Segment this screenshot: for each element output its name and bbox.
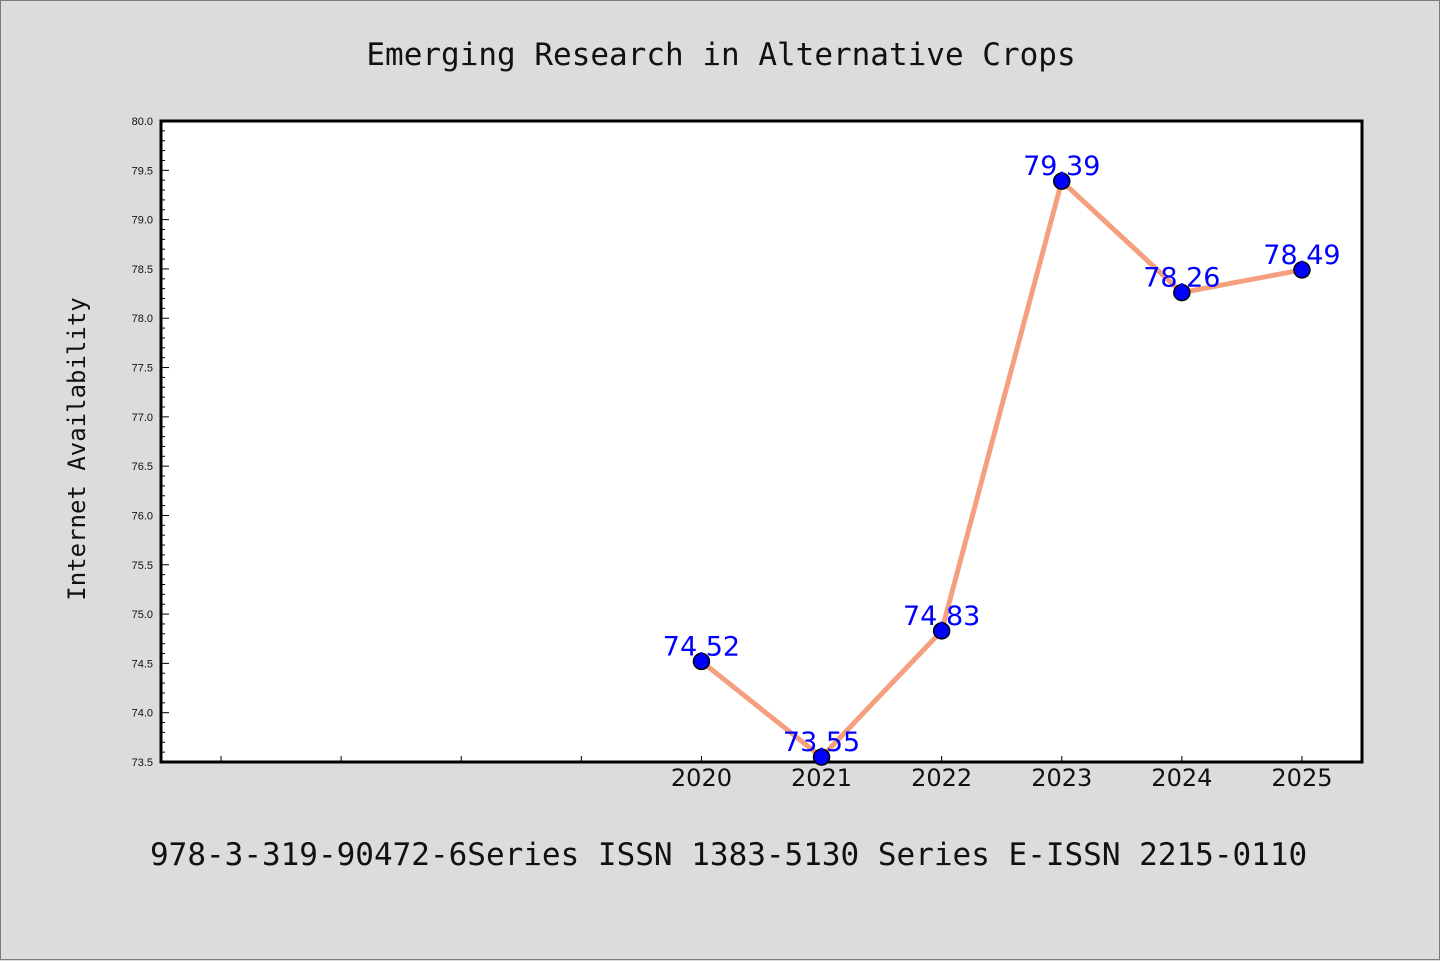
x-tick-label: 2022	[911, 764, 972, 792]
footer-text: 978-3-319-90472-6Series ISSN 1383-5130 S…	[150, 837, 1307, 873]
chart-title: Emerging Research in Alternative Crops	[366, 37, 1075, 73]
y-tick-label: 79.5	[132, 165, 153, 177]
y-tick-label: 78.5	[132, 264, 153, 276]
x-tick-label: 2025	[1271, 764, 1332, 792]
y-tick-label: 75.5	[132, 560, 153, 572]
y-tick-label: 74.5	[132, 658, 153, 670]
y-axis-label: Internet Availability	[63, 297, 91, 600]
x-axis: 2020 2021 2022 2023 2024 2025	[220, 756, 1332, 792]
y-tick-label: 73.5	[132, 757, 153, 769]
y-tick-label: 77.0	[132, 412, 153, 424]
data-point	[812, 748, 831, 766]
data-point	[692, 652, 711, 671]
y-tick-label: 75.0	[132, 609, 153, 621]
data-label: 78.49	[1263, 240, 1340, 271]
x-tick-label: 2024	[1151, 764, 1212, 792]
y-tick-label: 80.0	[132, 116, 153, 128]
y-tick-label: 79.0	[132, 215, 153, 227]
plot-area	[159, 119, 1364, 764]
data-point	[1173, 283, 1191, 302]
data-label: 73.55	[783, 727, 860, 758]
x-tick-label: 2020	[671, 764, 732, 792]
y-axis: 73.5 74.0 74.5 75.0 75.5 76.0 76.5 77.0 77.5 78.0…	[132, 116, 169, 769]
data-label: 79.39	[1023, 151, 1100, 182]
series-line	[698, 178, 1305, 760]
data-label: 78.26	[1143, 263, 1220, 294]
y-tick-label: 78.0	[132, 313, 153, 325]
x-tick-label: 2021	[791, 764, 852, 792]
data-label: 74.52	[663, 631, 740, 662]
y-tick-label: 76.5	[132, 461, 153, 473]
y-tick-label: 74.0	[132, 708, 153, 720]
series-layer	[692, 172, 1311, 766]
data-point	[1053, 172, 1071, 190]
y-tick-label: 76.0	[132, 510, 153, 522]
y-tick-label: 77.5	[132, 363, 153, 375]
data-label: 74.83	[903, 601, 980, 632]
data-point	[1293, 261, 1311, 279]
data-labels-layer: 74.52 73.55 74.83 79.39 78.26 78.49	[663, 151, 1341, 758]
data-point	[932, 622, 951, 640]
x-tick-label: 2023	[1031, 764, 1092, 792]
